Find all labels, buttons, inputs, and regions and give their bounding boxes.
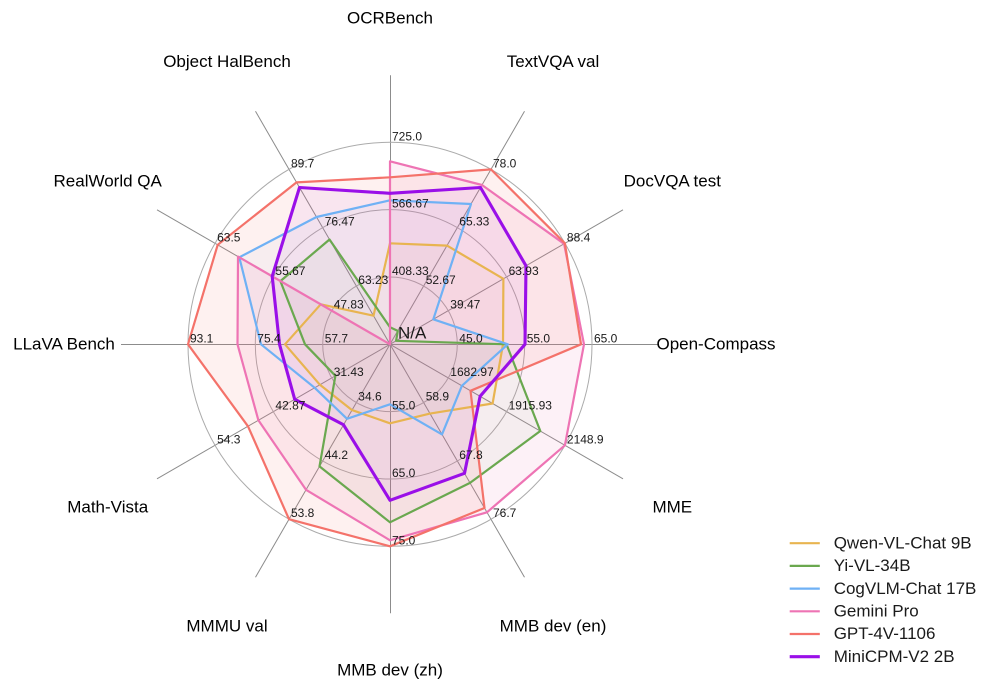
svg-text:408.33: 408.33 [392, 264, 429, 278]
svg-text:88.4: 88.4 [567, 230, 591, 244]
svg-text:45.0: 45.0 [459, 331, 483, 345]
svg-text:65.0: 65.0 [594, 331, 618, 345]
svg-text:57.7: 57.7 [325, 331, 349, 345]
svg-text:725.0: 725.0 [392, 129, 422, 143]
svg-text:GPT-4V-1106: GPT-4V-1106 [834, 624, 936, 643]
svg-text:76.47: 76.47 [325, 215, 355, 229]
svg-text:65.0: 65.0 [392, 466, 416, 480]
svg-text:75.0: 75.0 [392, 533, 416, 547]
svg-text:Math-Vista: Math-Vista [67, 497, 148, 516]
svg-text:44.2: 44.2 [325, 448, 349, 462]
svg-text:93.1: 93.1 [190, 331, 214, 345]
svg-text:LLaVA Bench: LLaVA Bench [13, 334, 115, 353]
svg-text:OCRBench: OCRBench [347, 8, 433, 27]
svg-text:Object HalBench: Object HalBench [163, 52, 291, 71]
svg-text:Qwen-VL-Chat 9B: Qwen-VL-Chat 9B [834, 533, 972, 552]
svg-text:566.67: 566.67 [392, 197, 429, 211]
svg-text:67.8: 67.8 [459, 448, 483, 462]
svg-text:1682.97: 1682.97 [450, 365, 494, 379]
svg-text:89.7: 89.7 [291, 156, 315, 170]
svg-text:Gemini Pro: Gemini Pro [834, 602, 919, 621]
svg-text:1915.93: 1915.93 [509, 399, 553, 413]
svg-text:75.4: 75.4 [257, 331, 281, 345]
svg-text:MiniCPM-V2 2B: MiniCPM-V2 2B [834, 647, 955, 666]
svg-text:TextVQA val: TextVQA val [507, 52, 600, 71]
svg-text:CogVLM-Chat 17B: CogVLM-Chat 17B [834, 579, 977, 598]
svg-text:53.8: 53.8 [291, 506, 315, 520]
svg-text:63.5: 63.5 [217, 230, 241, 244]
svg-text:MME: MME [652, 497, 692, 516]
svg-text:76.7: 76.7 [493, 506, 517, 520]
svg-text:52.67: 52.67 [426, 273, 456, 287]
svg-text:65.33: 65.33 [459, 215, 489, 229]
svg-text:Open-Compass: Open-Compass [656, 334, 775, 353]
svg-text:MMB dev (en): MMB dev (en) [500, 617, 607, 636]
svg-text:39.47: 39.47 [450, 298, 480, 312]
svg-text:RealWorld QA: RealWorld QA [54, 171, 163, 190]
svg-text:47.83: 47.83 [334, 298, 364, 312]
svg-text:Yi-VL-34B: Yi-VL-34B [834, 556, 911, 575]
svg-text:MMMU val: MMMU val [186, 617, 267, 636]
svg-text:55.67: 55.67 [275, 264, 305, 278]
svg-text:55.0: 55.0 [392, 399, 416, 413]
svg-text:42.87: 42.87 [275, 399, 305, 413]
svg-text:78.0: 78.0 [493, 156, 517, 170]
svg-text:55.0: 55.0 [527, 331, 551, 345]
svg-text:31.43: 31.43 [334, 365, 364, 379]
svg-text:58.9: 58.9 [426, 390, 450, 404]
svg-text:54.3: 54.3 [217, 432, 241, 446]
svg-text:63.93: 63.93 [509, 264, 539, 278]
svg-text:DocVQA test: DocVQA test [624, 171, 722, 190]
svg-text:63.23: 63.23 [358, 273, 388, 287]
svg-text:34.6: 34.6 [358, 390, 382, 404]
svg-text:N/A: N/A [398, 323, 427, 342]
svg-text:MMB dev (zh): MMB dev (zh) [337, 660, 443, 679]
svg-text:2148.9: 2148.9 [567, 432, 604, 446]
